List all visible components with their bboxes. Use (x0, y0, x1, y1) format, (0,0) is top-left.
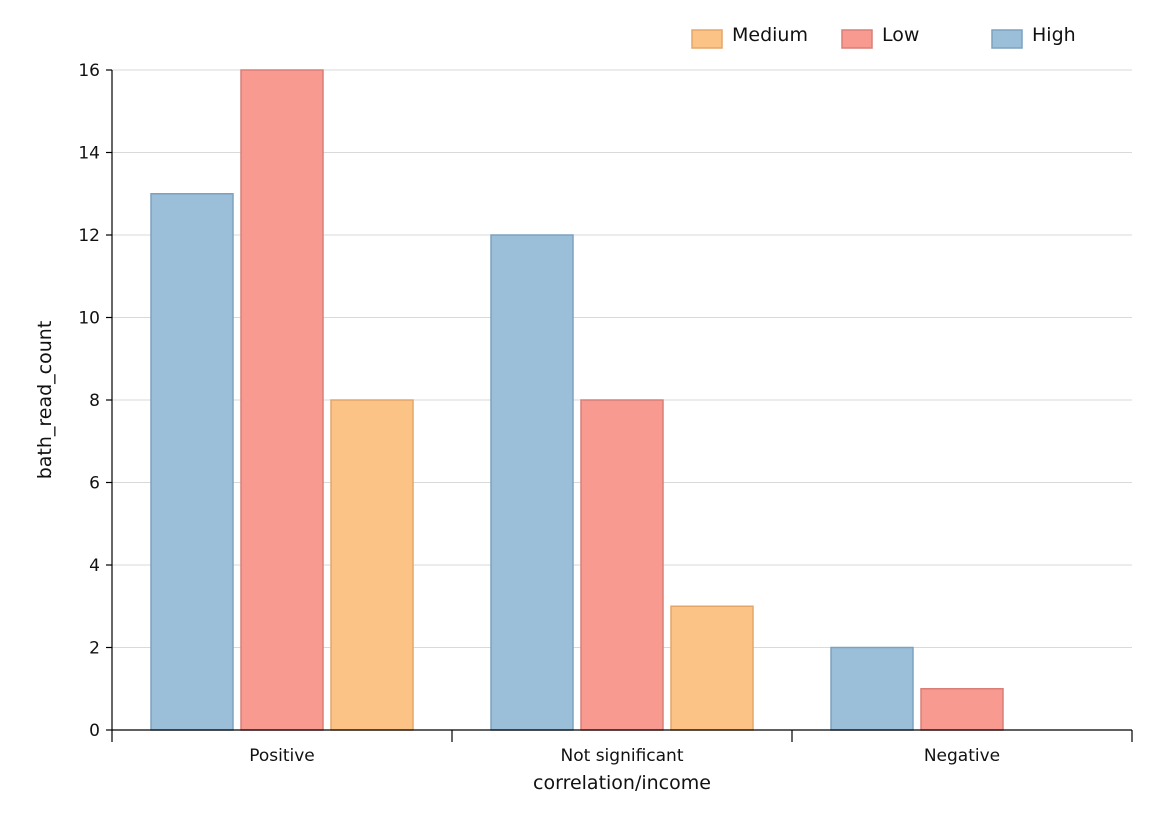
bar-medium-1[interactable] (670, 605, 754, 731)
bar-low-2[interactable] (920, 688, 1004, 731)
legend-label: High (1032, 24, 1076, 46)
bar-high-0[interactable] (150, 193, 234, 731)
legend-label: Medium (732, 24, 808, 46)
x-tick-label: Positive (249, 746, 315, 766)
legend-swatch (691, 29, 723, 49)
x-axis-ticks: Positive Not significant Negative (111, 730, 1133, 766)
y-tick-label: 12 (78, 226, 100, 246)
x-tick-label: Not significant (561, 746, 684, 766)
y-tick-label: 2 (89, 639, 100, 659)
y-tick-label: 0 (89, 721, 100, 741)
y-axis-ticks: 0 2 4 6 8 10 12 14 16 (78, 61, 112, 741)
legend-swatch (841, 29, 873, 49)
legend-item-medium[interactable]: Medium (691, 24, 808, 49)
x-tick-label: Negative (924, 746, 1000, 766)
bar-low-0[interactable] (240, 69, 324, 731)
bar-medium-0[interactable] (330, 399, 414, 731)
legend[interactable]: Medium Low High (691, 24, 1076, 49)
bar-high-2[interactable] (830, 646, 914, 731)
y-tick-label: 8 (89, 391, 100, 411)
x-axis-title: correlation/income (533, 772, 711, 794)
legend-item-high[interactable]: High (991, 24, 1076, 49)
y-tick-label: 6 (89, 474, 100, 494)
bar-low-1[interactable] (580, 399, 664, 731)
legend-swatch (991, 29, 1023, 49)
y-axis-title: bath_read_count (34, 321, 56, 480)
y-tick-label: 14 (78, 144, 100, 164)
y-tick-label: 4 (89, 556, 100, 576)
legend-item-low[interactable]: Low (841, 24, 919, 49)
legend-label: Low (882, 24, 919, 46)
bar-high-1[interactable] (490, 234, 574, 731)
y-tick-label: 16 (78, 61, 100, 81)
bars (150, 69, 1004, 731)
y-tick-label: 10 (78, 309, 100, 329)
